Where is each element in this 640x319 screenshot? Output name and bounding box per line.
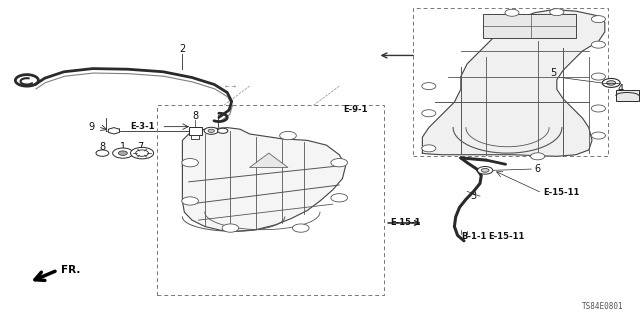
Circle shape: [481, 168, 489, 172]
Circle shape: [96, 150, 109, 156]
Circle shape: [422, 83, 436, 90]
Text: FR.: FR.: [61, 264, 80, 275]
Text: E-15-11: E-15-11: [488, 232, 525, 241]
Circle shape: [131, 147, 154, 159]
Circle shape: [505, 9, 519, 16]
Circle shape: [422, 110, 436, 117]
Circle shape: [222, 224, 239, 232]
Text: ← →: ← →: [225, 84, 236, 89]
Bar: [191, 135, 199, 139]
Text: E-9-1: E-9-1: [344, 105, 368, 114]
Circle shape: [607, 81, 616, 85]
Circle shape: [218, 128, 228, 133]
Text: 1: 1: [120, 142, 126, 152]
Text: 5: 5: [550, 68, 557, 78]
Polygon shape: [422, 10, 605, 156]
Polygon shape: [250, 153, 288, 167]
Bar: [483, 14, 576, 38]
Text: 8: 8: [99, 142, 106, 152]
Circle shape: [280, 131, 296, 140]
Circle shape: [182, 197, 198, 205]
Circle shape: [331, 159, 348, 167]
Circle shape: [422, 145, 436, 152]
Circle shape: [591, 41, 605, 48]
Bar: [413, 8, 608, 156]
Circle shape: [550, 9, 564, 16]
Circle shape: [591, 132, 605, 139]
Circle shape: [182, 159, 198, 167]
Circle shape: [531, 153, 545, 160]
Bar: [616, 90, 639, 101]
Circle shape: [602, 78, 620, 87]
Polygon shape: [108, 128, 120, 134]
Circle shape: [477, 167, 493, 174]
Text: E-15-1: E-15-1: [390, 218, 421, 227]
Text: 8: 8: [192, 111, 198, 122]
Bar: [189, 127, 202, 135]
Text: E-15-11: E-15-11: [543, 189, 579, 197]
Text: 3: 3: [470, 191, 477, 201]
Circle shape: [113, 148, 133, 158]
Circle shape: [591, 73, 605, 80]
Text: TS84E0801: TS84E0801: [582, 302, 624, 311]
Circle shape: [292, 224, 309, 232]
Bar: [157, 105, 384, 295]
Text: 6: 6: [534, 164, 541, 174]
Text: E-3-1: E-3-1: [130, 122, 154, 131]
Circle shape: [331, 194, 348, 202]
Polygon shape: [182, 128, 346, 231]
Text: 7: 7: [138, 142, 144, 152]
Circle shape: [591, 105, 605, 112]
Circle shape: [118, 151, 127, 155]
Circle shape: [204, 127, 218, 134]
Circle shape: [136, 150, 148, 156]
Circle shape: [208, 129, 214, 132]
Text: 4: 4: [618, 84, 624, 94]
Text: B-1-1: B-1-1: [461, 232, 486, 241]
Text: 2: 2: [179, 44, 186, 55]
Text: 9: 9: [88, 122, 95, 132]
Circle shape: [591, 16, 605, 23]
